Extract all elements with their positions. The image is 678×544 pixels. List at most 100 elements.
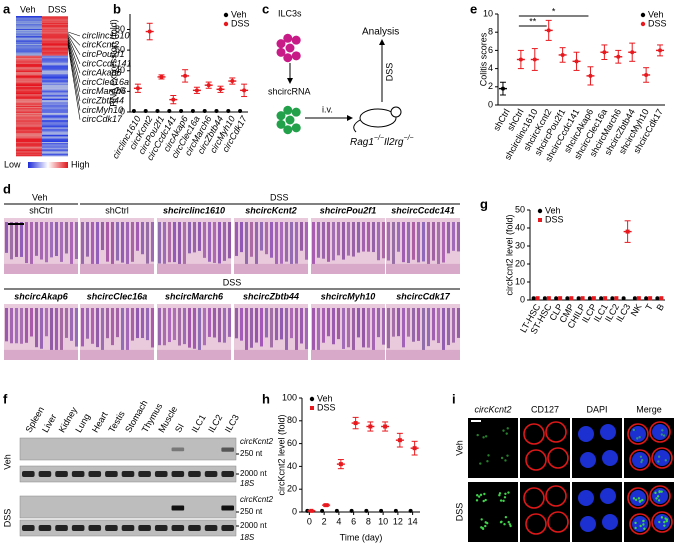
- nucleus: [632, 452, 648, 468]
- heatmap-cell: [42, 122, 68, 124]
- heatmap-cell: [16, 80, 42, 82]
- heatmap-cell: [16, 58, 42, 60]
- data-point: [226, 108, 231, 113]
- crypt: [70, 222, 73, 266]
- heatmap-cell: [16, 55, 42, 58]
- data-point: [554, 296, 559, 301]
- y-tick-label: 4: [488, 63, 493, 73]
- crypt: [290, 308, 293, 339]
- crypt: [432, 308, 435, 341]
- panel-letter: a: [3, 1, 11, 16]
- crypt: [173, 222, 176, 263]
- rna-dot: [638, 436, 641, 439]
- heatmap-cell: [16, 123, 42, 125]
- crypt: [173, 308, 176, 341]
- data-point: [194, 88, 199, 93]
- heatmap-cell: [42, 100, 68, 102]
- heatmap-cell: [42, 89, 68, 91]
- membrane: [649, 485, 671, 507]
- crypt: [96, 308, 99, 348]
- heatmap-cell: [42, 132, 68, 135]
- heatmap-cell: [16, 150, 42, 152]
- crypt: [347, 308, 350, 348]
- data-point: [531, 296, 536, 301]
- heatmap-cell: [42, 145, 68, 147]
- band: [171, 447, 185, 452]
- heatmap-cell: [16, 93, 42, 95]
- crypt: [203, 222, 206, 258]
- gene-label: circMyh10: [82, 105, 123, 115]
- heatmap-cell: [42, 30, 68, 32]
- image-label: shcircMyh10: [321, 291, 376, 301]
- crypt: [178, 308, 181, 346]
- heatmap-cell: [42, 150, 68, 152]
- heatmap-cell: [42, 114, 68, 116]
- legend-label: Veh: [317, 393, 333, 403]
- channel-label: DAPI: [586, 404, 607, 414]
- heatmap-cell: [16, 115, 42, 117]
- heatmap-cell: [42, 147, 68, 150]
- heatmap-cell: [42, 20, 68, 23]
- heatmap-cell: [42, 131, 68, 133]
- data-point: [542, 296, 547, 301]
- heatmap-cell: [42, 112, 68, 115]
- heatmap-cell: [16, 60, 42, 62]
- data-point: [397, 438, 402, 443]
- group-label: DSS: [223, 277, 242, 287]
- data-point: [630, 50, 635, 55]
- crypt: [193, 222, 196, 253]
- heatmap-cell: [42, 56, 68, 59]
- crypt: [40, 222, 43, 260]
- data-point: [535, 296, 540, 301]
- crypt: [417, 308, 420, 341]
- data-point: [334, 508, 339, 513]
- heatmap-cell: [42, 62, 68, 65]
- x-tick-label: 6: [351, 516, 356, 526]
- data-point: [238, 108, 243, 113]
- rna-dot: [504, 459, 507, 462]
- data-point: [135, 86, 140, 91]
- rna-dot: [632, 497, 636, 500]
- heatmap-cell: [16, 139, 42, 142]
- crypt: [235, 308, 238, 339]
- crypt: [352, 308, 355, 352]
- rna-dot: [639, 455, 643, 458]
- cell: [283, 53, 293, 63]
- muscle-layer: [4, 349, 78, 360]
- data-point: [218, 87, 223, 92]
- heatmap-cell: [16, 137, 42, 139]
- heatmap-cell: [16, 112, 42, 115]
- y-tick-label: 0: [292, 506, 297, 516]
- crypt: [141, 222, 144, 255]
- crypt: [285, 222, 288, 262]
- band: [22, 471, 35, 477]
- heatmap-cell: [42, 128, 68, 130]
- membrane: [629, 449, 651, 471]
- heatmap-cell: [42, 25, 68, 27]
- legend-label: Veh: [545, 205, 561, 215]
- rna-dot: [657, 455, 661, 458]
- heatmap-cell: [42, 104, 68, 107]
- data-point: [574, 59, 579, 64]
- heatmap-cell: [16, 147, 42, 150]
- heatmap-cell: [16, 77, 42, 80]
- gel-strip: [19, 437, 237, 461]
- heatmap-cell: [16, 84, 42, 87]
- rna-dot: [503, 523, 506, 526]
- heatmap-cell: [16, 40, 42, 42]
- crypt: [163, 222, 166, 264]
- rna-dot: [500, 456, 504, 460]
- heatmap-cell: [42, 118, 68, 121]
- heatmap-cell: [42, 126, 68, 129]
- rna-dot: [655, 497, 658, 500]
- data-point: [143, 108, 148, 113]
- crypt: [121, 222, 124, 263]
- image-label: shcircCcdc141: [391, 205, 455, 215]
- cell: [283, 125, 293, 135]
- data-point: [242, 88, 247, 93]
- data-point: [408, 508, 413, 513]
- crypt: [437, 222, 440, 265]
- data-point: [190, 108, 195, 113]
- band: [204, 471, 218, 477]
